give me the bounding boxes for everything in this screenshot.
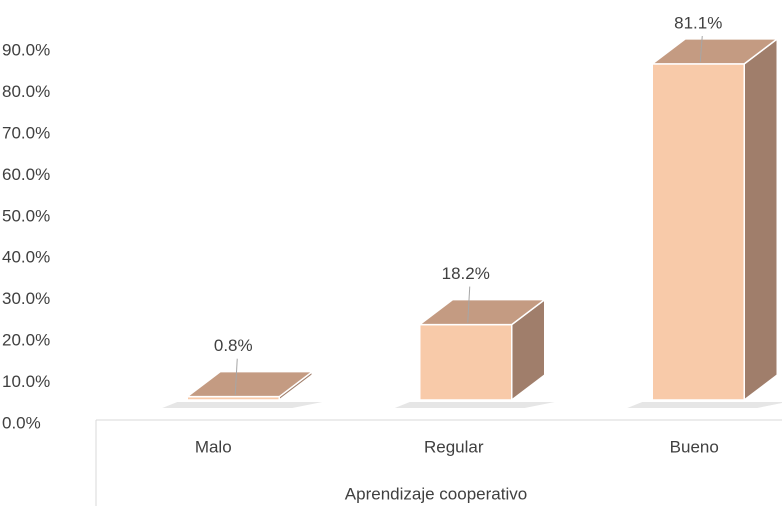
data-label: 0.8%: [214, 336, 253, 355]
y-tick-label: 0.0%: [2, 413, 41, 432]
bar-shadow: [162, 402, 323, 408]
leader-line: [234, 358, 238, 395]
data-label: 81.1%: [674, 13, 722, 32]
x-tick-label: Regular: [424, 437, 484, 456]
bar-shadow: [394, 402, 555, 408]
bar-front: [651, 63, 745, 401]
y-tick-label: 90.0%: [2, 40, 50, 59]
bar-shadow: [627, 402, 782, 408]
y-tick-label: 80.0%: [2, 82, 50, 101]
x-axis-title: Aprendizaje cooperativo: [345, 484, 527, 503]
y-tick-label: 60.0%: [2, 165, 50, 184]
leader-line: [699, 35, 703, 62]
x-tick-label: Bueno: [670, 437, 719, 456]
x-tick-label: Malo: [195, 437, 232, 456]
y-tick-label: 20.0%: [2, 331, 50, 350]
y-tick-label: 30.0%: [2, 289, 50, 308]
leader-line: [467, 286, 471, 323]
bar-top: [650, 38, 780, 65]
bar-side: [743, 37, 778, 402]
data-label: 18.2%: [442, 264, 490, 283]
y-tick-label: 70.0%: [2, 123, 50, 142]
bar-top: [185, 370, 315, 398]
y-tick-label: 50.0%: [2, 206, 50, 225]
bar-front: [419, 323, 513, 401]
y-tick-label: 10.0%: [2, 372, 50, 391]
bar-top: [417, 298, 547, 326]
y-tick-label: 40.0%: [2, 248, 50, 267]
